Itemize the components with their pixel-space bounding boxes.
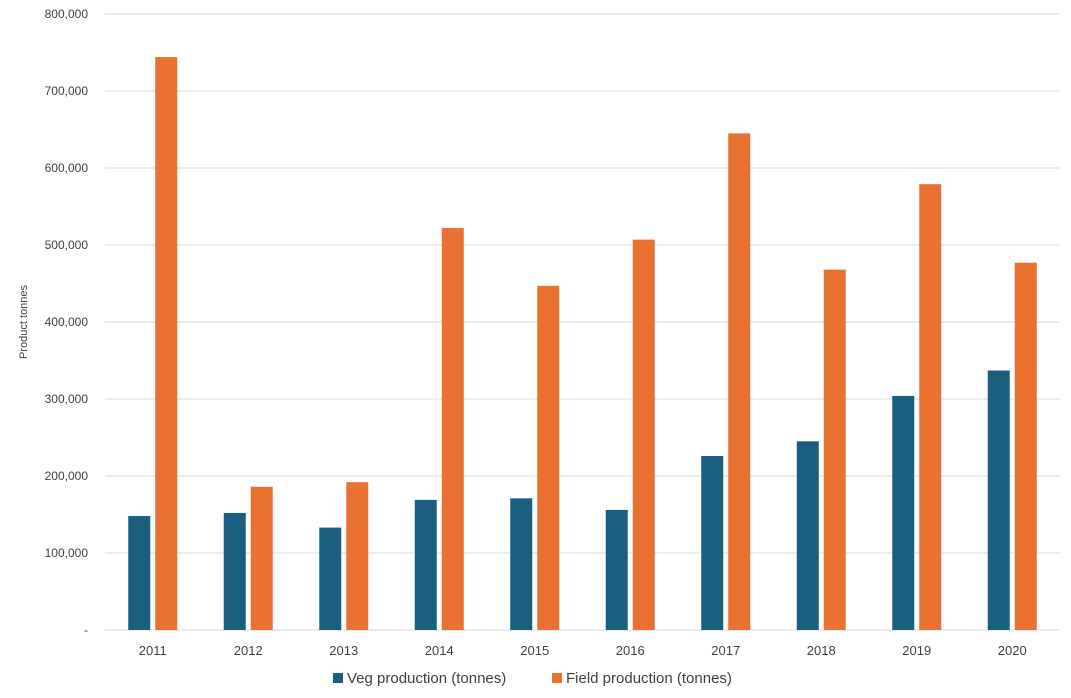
bar-veg-2013: [319, 527, 342, 630]
bar-field-2019: [919, 184, 942, 631]
bar-veg-2017: [701, 455, 724, 630]
y-tick-label: -: [84, 623, 88, 637]
x-tick-label: 2019: [902, 643, 931, 658]
legend-swatch: [333, 673, 343, 683]
x-tick-label: 2012: [234, 643, 263, 658]
y-axis-ticks: - 100,000 200,000 300,000 400,000 500,000 600,…: [45, 7, 89, 637]
bar-field-2020: [1014, 262, 1037, 630]
bar-field-2018: [823, 269, 846, 630]
bar-veg-2011: [128, 516, 151, 630]
bar-veg-2012: [223, 512, 246, 630]
x-tick-label: 2016: [616, 643, 645, 658]
bar-field-2016: [632, 239, 655, 631]
legend: Veg production (tonnes) Field production …: [333, 670, 732, 687]
x-tick-label: 2020: [998, 643, 1027, 658]
x-tick-label: 2014: [425, 643, 454, 658]
y-tick-label: 700,000: [45, 84, 89, 98]
legend-label: Veg production (tonnes): [347, 670, 506, 687]
y-tick-label: 400,000: [45, 315, 89, 329]
bar-field-2014: [441, 228, 464, 630]
bar-field-2015: [537, 285, 560, 630]
x-tick-label: 2011: [139, 643, 167, 658]
bars: [128, 57, 1037, 631]
y-tick-label: 300,000: [45, 392, 89, 406]
y-tick-label: 500,000: [45, 238, 89, 252]
legend-label: Field production (tonnes): [566, 670, 732, 687]
bar-veg-2019: [892, 395, 915, 630]
bar-veg-2018: [796, 441, 819, 630]
y-tick-label: 100,000: [45, 546, 89, 560]
gridlines: [105, 13, 1060, 631]
bar-veg-2020: [987, 370, 1010, 630]
x-axis-ticks: 2011 2012 2013 2014 2015 2016 2017 2018 2019 2020: [139, 643, 1027, 658]
x-tick-label: 2013: [329, 643, 358, 658]
bar-veg-2015: [510, 498, 533, 630]
y-axis-label: Product tonnes: [18, 285, 30, 359]
x-tick-label: 2015: [520, 643, 549, 658]
y-tick-label: 600,000: [45, 161, 89, 175]
bar-field-2011: [155, 57, 178, 631]
x-tick-label: 2018: [807, 643, 836, 658]
y-tick-label: 800,000: [45, 7, 89, 21]
y-tick-label: 200,000: [45, 469, 89, 483]
bar-field-2013: [346, 482, 369, 630]
bar-veg-2016: [605, 509, 628, 630]
bar-field-2017: [728, 133, 751, 630]
legend-swatch: [552, 673, 562, 683]
x-tick-label: 2017: [711, 643, 740, 658]
bar-field-2012: [250, 486, 273, 630]
bar-veg-2014: [414, 499, 437, 630]
